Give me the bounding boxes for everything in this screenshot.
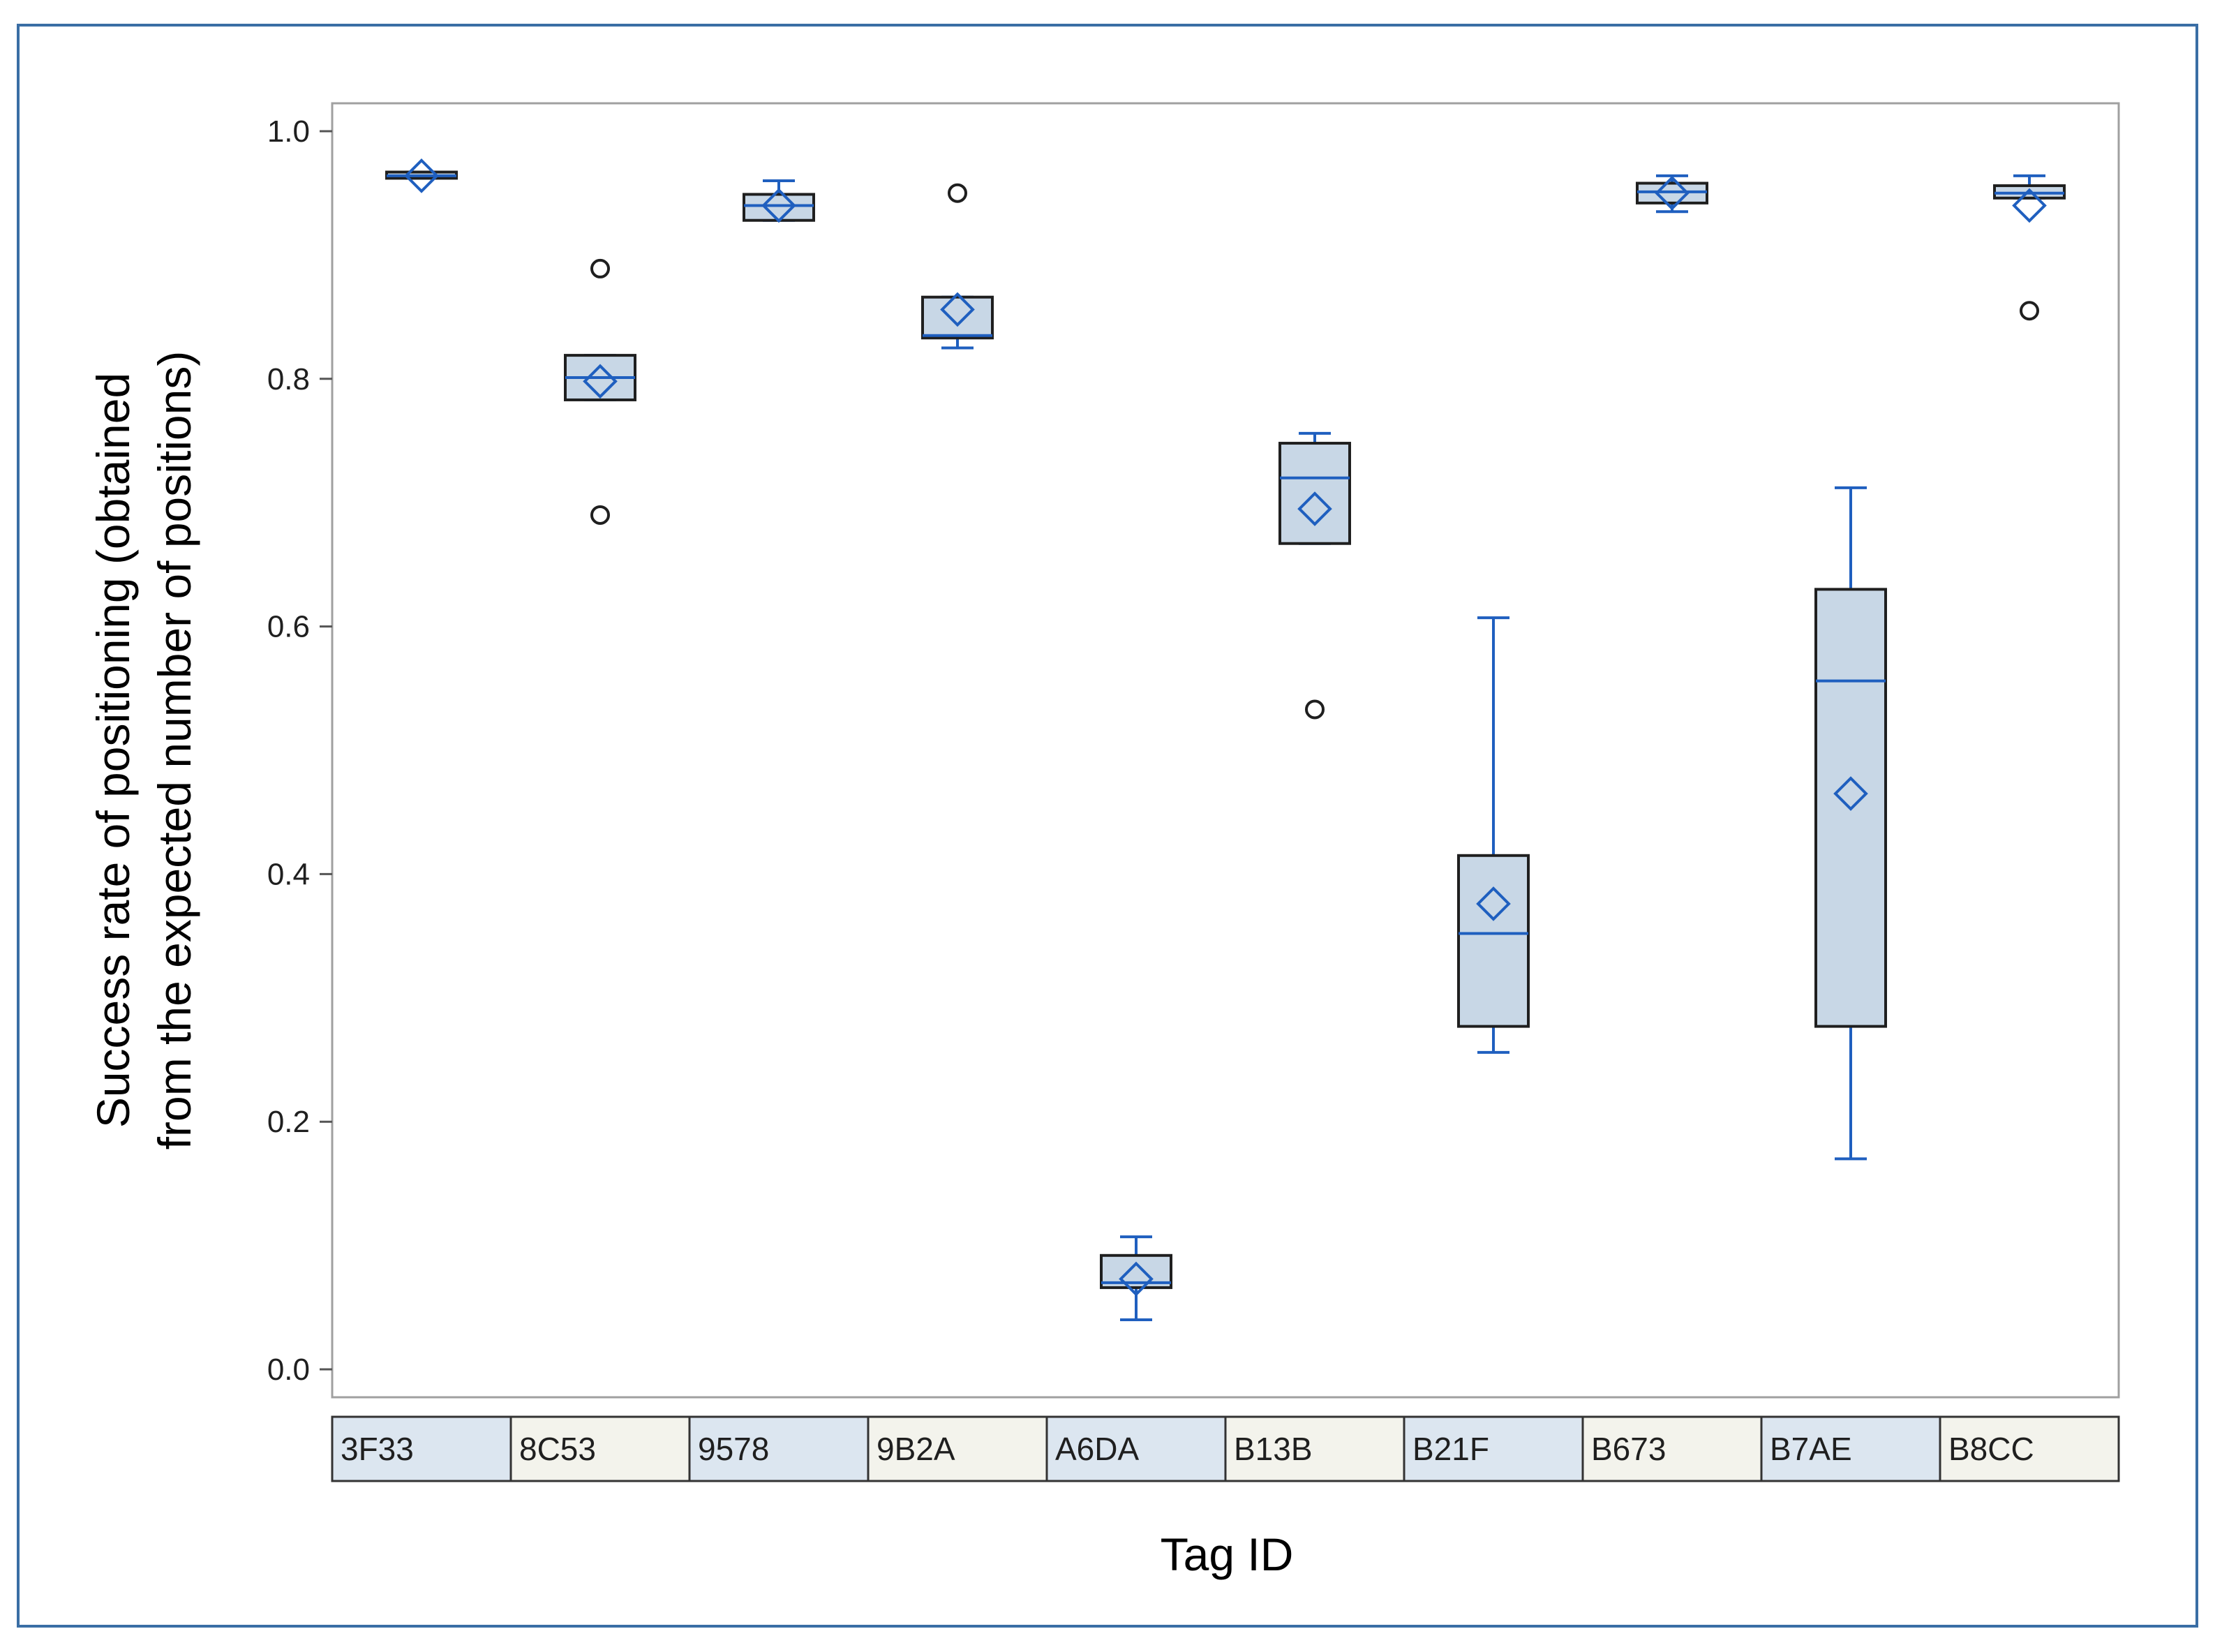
outlier-point	[1305, 699, 1325, 720]
table-cell	[688, 1415, 870, 1482]
x-category-label: B7AE	[1770, 1431, 1852, 1467]
box-A6DA	[1100, 1235, 1172, 1322]
y-axis: 0.0 0.2 0.4 0.6 0.8 1.0	[267, 114, 332, 1387]
table-cell	[1224, 1415, 1405, 1482]
box-B8CC	[1993, 174, 2066, 321]
box-8C53	[564, 258, 636, 525]
x-category-label: A6DA	[1055, 1431, 1139, 1467]
y-axis-label-line2: from the expected number of positions)	[149, 351, 200, 1150]
box-3F33	[385, 158, 458, 193]
x-category-label: B21F	[1412, 1431, 1489, 1467]
mean-marker	[761, 188, 796, 223]
y-tick-label: 1.0	[267, 114, 310, 149]
box-iqr	[743, 193, 815, 222]
x-category-label: 3F33	[341, 1431, 414, 1467]
table-cell	[1581, 1415, 1763, 1482]
mean-marker	[1655, 175, 1690, 211]
x-category-label: B8CC	[1948, 1431, 2034, 1467]
x-category-label: 9B2A	[877, 1431, 955, 1467]
mean-marker	[1297, 491, 1332, 526]
y-tick-label: 0.8	[267, 362, 310, 396]
y-tick-label: 0.2	[267, 1105, 310, 1139]
mean-marker	[940, 292, 975, 327]
y-tick-label: 0.0	[267, 1353, 310, 1387]
mean-marker	[2012, 188, 2047, 223]
outlier-point	[590, 258, 610, 278]
mean-marker	[1119, 1261, 1154, 1297]
box-9578	[743, 179, 815, 223]
figure-frame	[17, 24, 2198, 1628]
box-B7AE	[1814, 486, 1887, 1161]
x-axis-label: Tag ID	[1161, 1528, 1294, 1580]
y-tick-label: 0.6	[267, 610, 310, 644]
box-iqr	[921, 295, 994, 340]
y-tick-label: 0.4	[267, 857, 310, 891]
box-B673	[1636, 174, 1708, 214]
outlier-point	[590, 505, 610, 525]
table-cell	[331, 1415, 512, 1482]
mean-marker	[404, 158, 439, 193]
outlier-point	[948, 183, 967, 203]
box-iqr	[1457, 854, 1530, 1028]
box-iqr	[1814, 588, 1887, 1028]
plot-border	[331, 102, 2120, 1399]
plot-area	[331, 102, 2120, 1399]
x-category-label: 8C53	[519, 1431, 596, 1467]
box-B13B	[1278, 431, 1351, 720]
mean-marker	[1476, 886, 1511, 921]
table-cell	[1403, 1415, 1584, 1482]
table-cell	[1760, 1415, 1941, 1482]
table-cell	[1045, 1415, 1227, 1482]
y-axis-label-line1: Success rate of positioning (obtained	[87, 373, 139, 1128]
x-category-table: 3F33 8C53 9578 9B2A A6DA B13B B21F B673 B7AE B8CC	[331, 1415, 2120, 1482]
x-category-label: 9578	[698, 1431, 769, 1467]
mean-marker	[1833, 776, 1868, 811]
boxes	[385, 158, 2066, 1322]
table-cell	[1939, 1415, 2120, 1482]
x-category-label: B673	[1591, 1431, 1666, 1467]
table-cell	[867, 1415, 1048, 1482]
box-B21F	[1457, 616, 1530, 1054]
outlier-point	[2020, 301, 2039, 321]
box-9B2A	[921, 183, 994, 350]
mean-marker	[583, 364, 618, 399]
x-category-label: B13B	[1234, 1431, 1313, 1467]
